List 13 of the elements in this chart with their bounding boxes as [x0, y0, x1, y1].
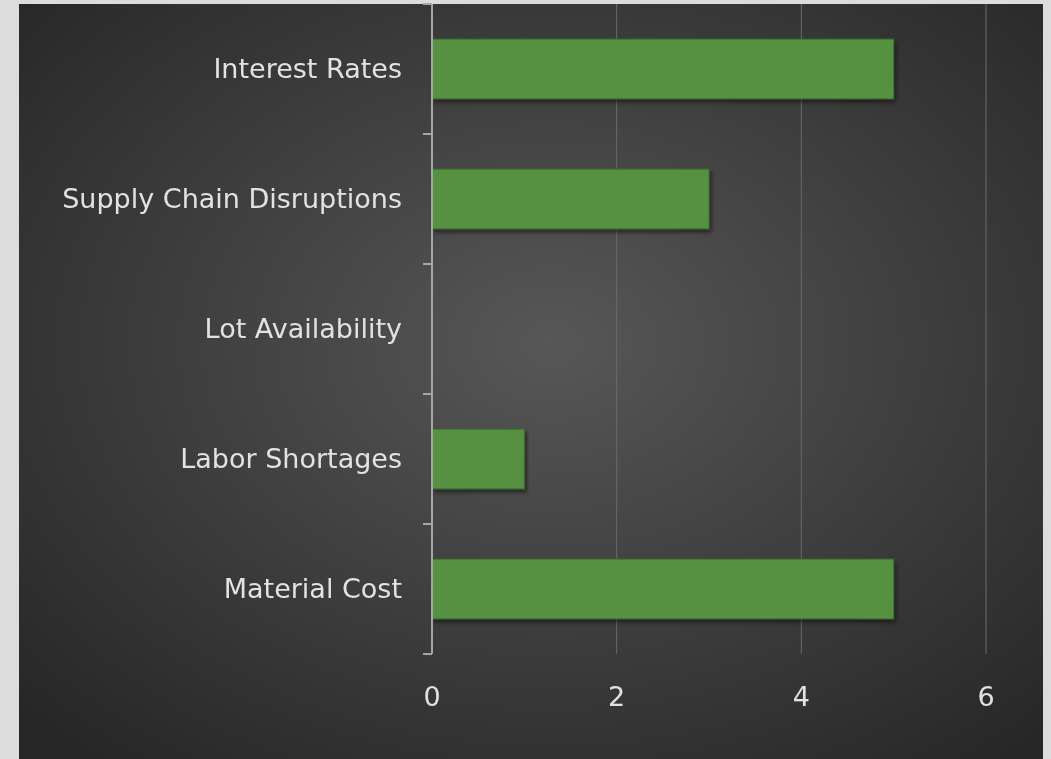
- x-tick-label: 6: [977, 681, 995, 713]
- x-tick-label: 2: [608, 681, 626, 713]
- bar: [431, 558, 895, 620]
- bar: [431, 428, 525, 490]
- x-tick-label: 4: [792, 681, 810, 713]
- y-tick-label: Lot Availability: [204, 313, 403, 345]
- y-tick-label: Labor Shortages: [180, 443, 402, 475]
- x-tick-label: 0: [423, 681, 441, 713]
- y-tick-label: Material Cost: [223, 573, 402, 605]
- bar: [431, 38, 895, 100]
- bar: [431, 168, 710, 230]
- y-tick-label: Interest Rates: [213, 53, 402, 85]
- y-tick-label: Supply Chain Disruptions: [62, 183, 402, 215]
